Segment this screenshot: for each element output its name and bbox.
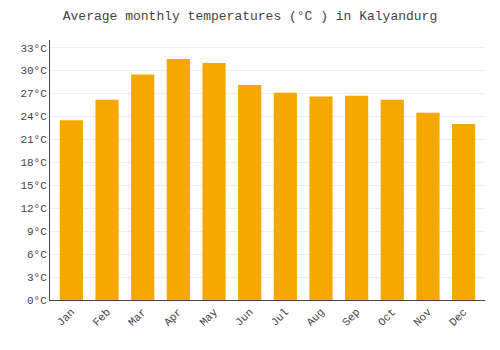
svg-text:27°C: 27°C xyxy=(20,88,47,100)
svg-text:33°C: 33°C xyxy=(20,43,47,55)
svg-text:Jan: Jan xyxy=(55,306,77,328)
svg-text:0°C: 0°C xyxy=(27,295,47,307)
svg-text:Jul: Jul xyxy=(269,306,291,328)
svg-text:21°C: 21°C xyxy=(20,134,47,146)
svg-text:Dec: Dec xyxy=(447,306,469,328)
svg-text:Feb: Feb xyxy=(91,306,113,328)
svg-text:Mar: Mar xyxy=(126,306,148,328)
svg-text:30°C: 30°C xyxy=(20,65,47,77)
svg-text:Aug: Aug xyxy=(304,306,326,328)
svg-text:6°C: 6°C xyxy=(27,249,47,261)
svg-text:12°C: 12°C xyxy=(20,203,47,215)
svg-text:18°C: 18°C xyxy=(20,157,47,169)
svg-text:Jun: Jun xyxy=(233,306,255,328)
svg-text:15°C: 15°C xyxy=(20,180,47,192)
svg-text:Sep: Sep xyxy=(340,306,362,328)
svg-text:24°C: 24°C xyxy=(20,111,47,123)
svg-text:May: May xyxy=(198,306,221,329)
svg-text:Oct: Oct xyxy=(376,306,398,328)
svg-text:Nov: Nov xyxy=(411,306,434,329)
svg-text:9°C: 9°C xyxy=(27,226,47,238)
svg-text:3°C: 3°C xyxy=(27,272,47,284)
svg-text:Average monthly temperatures (: Average monthly temperatures (°C ) in Ka… xyxy=(63,9,437,24)
svg-text:Apr: Apr xyxy=(162,306,184,328)
